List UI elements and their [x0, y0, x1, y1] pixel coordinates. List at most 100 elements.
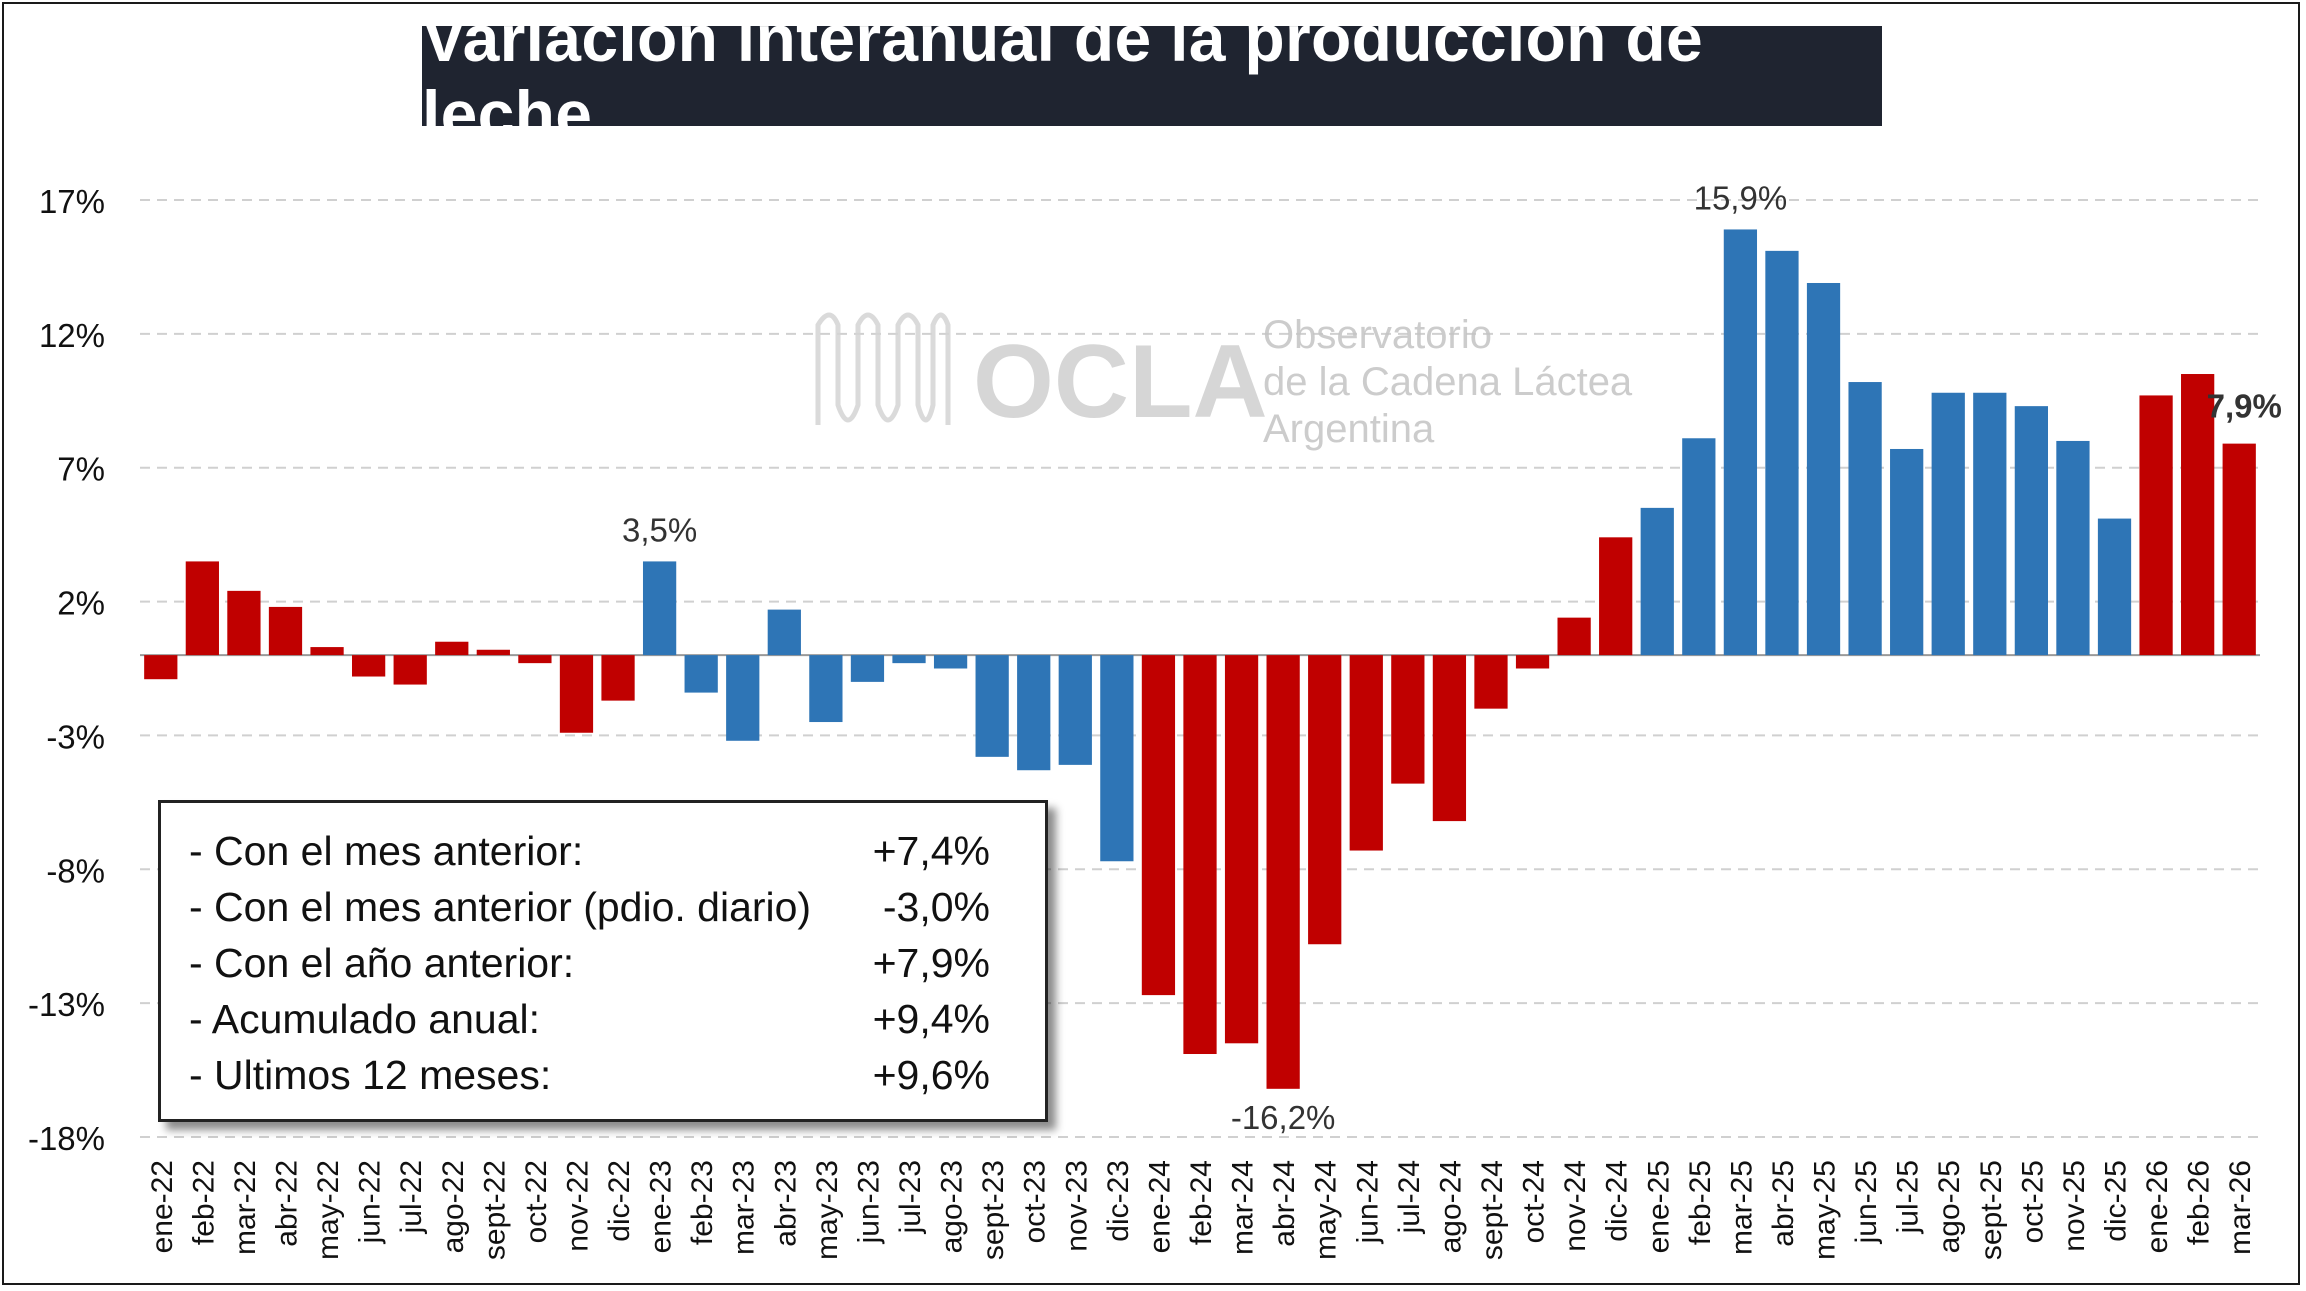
x-tick-label: mar-22 — [229, 1160, 262, 1255]
y-tick-label: 2% — [57, 585, 105, 622]
ocla-line2: de la Cadena Láctea — [1263, 360, 1633, 404]
x-tick-label: jul-25 — [1892, 1160, 1925, 1234]
bar-jun-23 — [850, 655, 885, 682]
x-tick-label: jul-22 — [395, 1160, 428, 1234]
x-tick-label: feb-24 — [1185, 1160, 1218, 1245]
x-tick-label: jul-24 — [1393, 1160, 1426, 1234]
x-tick-label: mar-23 — [728, 1160, 761, 1255]
y-tick-label: 17% — [39, 183, 105, 220]
x-tick-label: ene-24 — [1143, 1160, 1176, 1253]
x-tick-label: ene-23 — [645, 1160, 678, 1253]
x-tick-label: jun-24 — [1351, 1160, 1384, 1244]
stat-label: - Con el mes anterior: — [189, 828, 584, 874]
bar-jul-22 — [393, 655, 427, 685]
x-tick-label: dic-22 — [603, 1160, 636, 1242]
x-tick-label: abr-22 — [270, 1160, 303, 1247]
stats-panel: - Con el mes anterior: +7,4% - Con el me… — [158, 800, 1048, 1122]
bar-dic-25 — [2097, 518, 2132, 656]
bar-sept-23 — [975, 655, 1009, 757]
bar-mar-22 — [227, 590, 261, 656]
bar-feb-22 — [185, 561, 219, 656]
bar-abr-25 — [1765, 250, 1799, 656]
x-axis-ticks: ene-22 feb-22 mar-22 abr-22 may-22 jun-22 jul-… — [146, 1160, 2257, 1260]
bar-ago-22 — [435, 641, 469, 656]
bar-abr-24 — [1266, 655, 1300, 1089]
x-tick-label: ago-23 — [936, 1160, 969, 1253]
bar-may-25 — [1806, 282, 1841, 656]
bar-ene-22 — [144, 655, 178, 680]
bar-jul-25 — [1890, 448, 1924, 656]
stat-row: - Con el mes anterior: +7,4% — [161, 823, 1045, 879]
stat-row: - Con el mes anterior (pdio. diario) -3,… — [161, 879, 1045, 935]
x-tick-label: feb-25 — [1684, 1160, 1717, 1245]
bar-feb-24 — [1183, 655, 1217, 1055]
bar-jun-22 — [352, 655, 386, 677]
y-tick-label: -3% — [46, 718, 105, 755]
x-tick-label: feb-22 — [187, 1160, 220, 1245]
x-tick-label: may-25 — [1809, 1160, 1842, 1260]
bar-jun-25 — [1848, 382, 1882, 656]
ocla-watermark: OCLA Observatorio de la Cadena Láctea Ar… — [815, 312, 1633, 451]
bar-mar-23 — [726, 655, 760, 741]
bar-sept-24 — [1474, 655, 1508, 709]
x-tick-label: abr-25 — [1767, 1160, 1800, 1247]
x-tick-label: ene-22 — [146, 1160, 179, 1253]
x-tick-label: ene-26 — [2141, 1160, 2174, 1253]
bar-nov-23 — [1058, 655, 1092, 765]
bar-ago-24 — [1432, 655, 1467, 822]
bar-oct-24 — [1515, 655, 1550, 669]
x-tick-label: abr-23 — [769, 1160, 802, 1247]
bar-ene-25 — [1640, 507, 1674, 656]
stat-label: - Ultimos 12 meses: — [189, 1052, 552, 1098]
bar-feb-25 — [1682, 438, 1716, 656]
x-tick-label: mar-25 — [1725, 1160, 1758, 1255]
bar-abr-23 — [767, 609, 801, 656]
bar-mar-24 — [1224, 655, 1259, 1044]
y-tick-label: -13% — [28, 986, 105, 1023]
x-tick-label: may-23 — [811, 1160, 844, 1260]
stat-row: - Acumulado anual: +9,4% — [161, 991, 1045, 1047]
data-label: 15,9% — [1694, 179, 1788, 216]
x-tick-label: sept-25 — [1975, 1160, 2008, 1260]
bar-dic-23 — [1100, 655, 1134, 862]
x-tick-label: nov-24 — [1559, 1160, 1592, 1252]
stat-value: +9,4% — [872, 996, 990, 1042]
x-tick-label: mar-24 — [1227, 1160, 1260, 1255]
chart-title: Variación interanual de la producción de… — [422, 1, 1882, 151]
stat-label: - Con el mes anterior (pdio. diario) — [189, 884, 812, 930]
bar-may-22 — [310, 647, 344, 656]
x-tick-label: nov-23 — [1060, 1160, 1093, 1252]
bar-jul-23 — [892, 655, 926, 664]
ocla-wave-icon — [815, 312, 951, 425]
bar-may-24 — [1308, 655, 1342, 945]
stat-value: +9,6% — [872, 1052, 990, 1098]
bar-feb-23 — [684, 655, 718, 693]
bar-jul-24 — [1391, 655, 1425, 784]
x-tick-label: oct-22 — [520, 1160, 553, 1243]
x-tick-label: oct-24 — [1518, 1160, 1551, 1243]
y-tick-label: -18% — [28, 1120, 105, 1157]
x-tick-label: nov-22 — [561, 1160, 594, 1252]
stat-row: - Con el año anterior: +7,9% — [161, 935, 1045, 991]
bar-ago-25 — [1931, 392, 1965, 656]
x-tick-label: ago-22 — [437, 1160, 470, 1253]
x-tick-label: ago-25 — [1933, 1160, 1966, 1253]
ocla-logo-text: OCLA — [973, 324, 1268, 440]
bar-nov-25 — [2056, 440, 2090, 656]
y-axis-ticks: 17% 12% 7% 2% -3% -8% -13% -18% — [28, 183, 105, 1157]
data-label: 7,9% — [2207, 388, 2282, 425]
bar-oct-23 — [1017, 655, 1051, 771]
bar-abr-22 — [268, 606, 303, 656]
x-tick-label: sept-23 — [977, 1160, 1010, 1260]
x-tick-label: jun-22 — [354, 1160, 387, 1244]
stat-label: - Con el año anterior: — [189, 940, 575, 986]
bar-sept-25 — [1973, 392, 2007, 656]
bar-ene-26 — [2139, 395, 2173, 656]
x-tick-label: feb-23 — [686, 1160, 719, 1245]
bar-ago-23 — [933, 655, 968, 669]
x-tick-label: sept-24 — [1476, 1160, 1509, 1260]
stat-value: +7,4% — [872, 828, 990, 874]
x-tick-label: dic-24 — [1601, 1160, 1634, 1242]
bar-dic-22 — [601, 655, 635, 701]
